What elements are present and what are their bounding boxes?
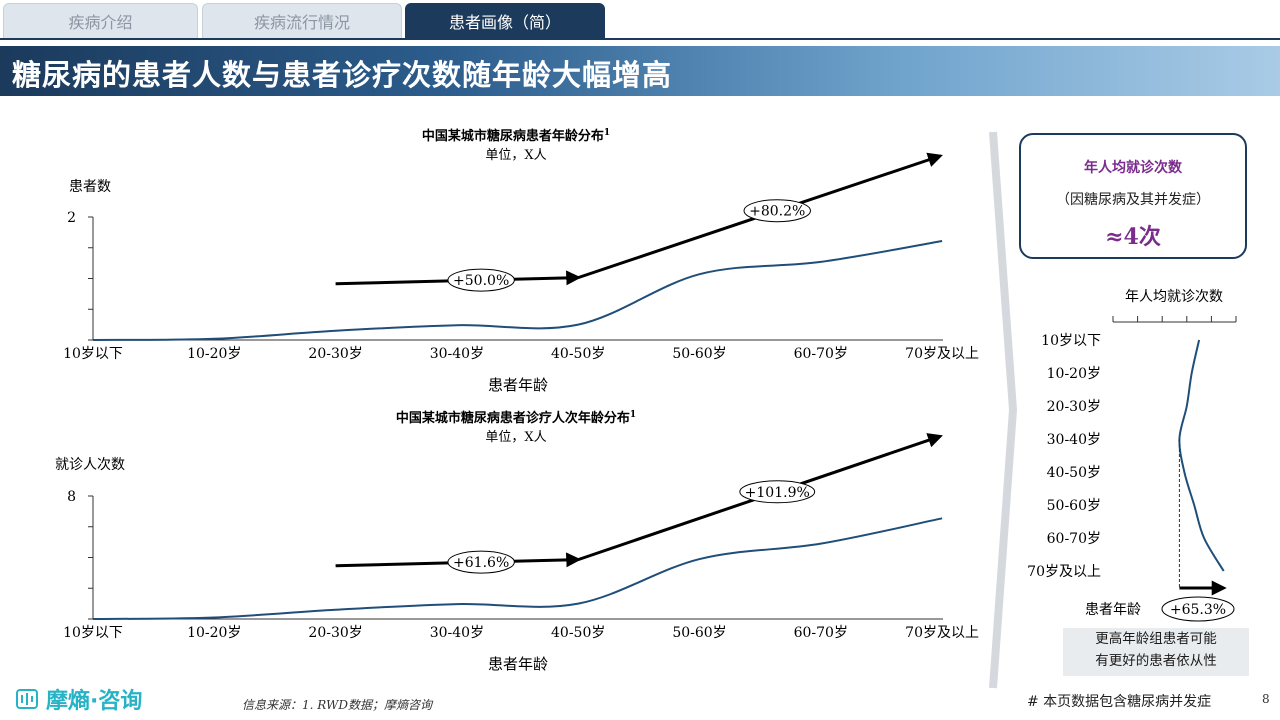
per-capita-visits-card: 年人均就诊次数 （因糖尿病及其并发症） ≈4次 xyxy=(1019,133,1247,259)
chart2-subtitle: 单位，X人 xyxy=(485,430,546,445)
chart2-x-tick-label: 20-30岁 xyxy=(308,625,362,641)
chart2-xlabel: 患者年龄 xyxy=(488,655,548,673)
chart2-x-tick-label: 50-60岁 xyxy=(672,625,726,641)
chart2-x-tick-labels: 10岁以下 10-20岁 20-30岁 30-40岁 40-50岁 50-60岁 60-70… xyxy=(63,625,979,641)
logo-mark-icon xyxy=(16,689,38,709)
chart3-axis-ticks xyxy=(1112,316,1237,322)
chart2-ytick: 8 xyxy=(67,489,76,505)
chart1-x-tick-label: 60-70岁 xyxy=(794,346,848,362)
chart1-ylabel: 患者数 xyxy=(69,179,111,195)
chart3-title: 年人均就诊次数 xyxy=(1125,289,1223,305)
chart2-series-line xyxy=(92,517,943,620)
chart1-ytick: 2 xyxy=(67,210,76,226)
title-banner: 糖尿病的患者人数与患者诊疗次数随年龄大幅增高 xyxy=(0,46,1280,96)
chart3-age-labels: 10岁以下 10-20岁 20-30岁 30-40岁 40-50岁 50-60岁 60-70… xyxy=(1027,333,1101,580)
chart1-x-tick-label: 70岁及以上 xyxy=(905,346,979,362)
chart3-age-label: 20-30岁 xyxy=(1047,399,1101,415)
chart3-xlabel: 患者年龄 xyxy=(1085,602,1141,618)
logo-text: 摩熵·咨询 xyxy=(46,689,143,714)
chart3-age-label: 60-70岁 xyxy=(1047,531,1101,547)
chart1-x-tick-label: 50-60岁 xyxy=(672,346,726,362)
chart1-x-tick-label: 40-50岁 xyxy=(551,346,605,362)
chart2-title: 中国某城市糖尿病患者诊疗人次年龄分布1 xyxy=(396,410,636,426)
tab-disease-prevalence[interactable]: 疾病流行情况 xyxy=(202,3,402,38)
chart2-growth-label: +61.6% xyxy=(453,555,509,571)
chart2-y-ticks xyxy=(88,495,93,620)
chart3-age-label: 40-50岁 xyxy=(1047,465,1101,481)
chart3-growth-badge xyxy=(1161,596,1235,622)
chart2-growth-label: +101.9% xyxy=(745,485,810,501)
company-logo: 摩熵·咨询 xyxy=(14,684,142,714)
card-value: ≈4次 xyxy=(1105,224,1161,250)
compliance-note: 更高年龄组患者可能 有更好的患者依从性 xyxy=(1063,628,1249,676)
chart1-series-line xyxy=(92,239,943,341)
chart1-x-tick-label: 10岁以下 xyxy=(63,346,123,362)
chart2-growth-annotations: +61.6% +101.9% xyxy=(335,433,943,574)
chart3-age-label: 70岁及以上 xyxy=(1027,564,1101,580)
page-title: 糖尿病的患者人数与患者诊疗次数随年龄大幅增高 xyxy=(12,58,673,92)
chart2-growth-badge xyxy=(447,550,515,574)
chart2-x-tick-label: 30-40岁 xyxy=(430,625,484,641)
chart2-ylabel: 就诊人次数 xyxy=(55,457,125,473)
chart1-xlabel: 患者年龄 xyxy=(488,376,548,394)
footnote: # 本页数据包含糖尿病并发症 xyxy=(1027,694,1212,710)
chart3-age-label: 10-20岁 xyxy=(1047,366,1101,382)
chart3-age-label: 50-60岁 xyxy=(1047,498,1101,514)
chart1-x-tick-label: 30-40岁 xyxy=(430,346,484,362)
chart1-growth-label: +80.2% xyxy=(749,204,805,220)
chart1-growth-annotations: +50.0% +80.2% xyxy=(335,152,943,292)
note-line-1: 更高年龄组患者可能 xyxy=(1095,631,1217,647)
chart1-x-tick-label: 20-30岁 xyxy=(308,346,362,362)
chart1-subtitle: 单位，X人 xyxy=(485,148,546,163)
chart2-growth-badge xyxy=(739,480,816,504)
tab-patient-profile[interactable]: 患者画像（简） xyxy=(405,3,605,38)
chart1-x-tick-labels: 10岁以下 10-20岁 20-30岁 30-40岁 40-50岁 50-60岁 60-70… xyxy=(63,346,979,362)
chart2-x-tick-label: 60-70岁 xyxy=(794,625,848,641)
tab-bar: 疾病介绍 疾病流行情况 患者画像（简） xyxy=(0,0,1280,40)
chart2-x-tick-label: 10岁以下 xyxy=(63,625,123,641)
note-line-2: 有更好的患者依从性 xyxy=(1095,653,1217,669)
chart2-x-tick-label: 40-50岁 xyxy=(551,625,605,641)
chart3-age-label: 10岁以下 xyxy=(1041,333,1101,349)
chart1-y-ticks xyxy=(88,216,93,341)
tab-disease-intro[interactable]: 疾病介绍 xyxy=(3,3,198,38)
chart1-growth-badge xyxy=(447,268,515,292)
source-note: 信息来源：1. RWD数据；摩熵咨询 xyxy=(242,698,432,712)
chart1-growth-label: +50.0% xyxy=(453,273,509,289)
page-number: 8 xyxy=(1262,692,1270,706)
chart1-title: 中国某城市糖尿病患者年龄分布1 xyxy=(422,128,610,144)
separator-chevron xyxy=(989,131,1017,689)
chart3-age-label: 30-40岁 xyxy=(1047,432,1101,448)
chart2-x-tick-label: 10-20岁 xyxy=(187,625,241,641)
chart1-x-tick-label: 10-20岁 xyxy=(187,346,241,362)
chart2-x-tick-label: 70岁及以上 xyxy=(905,625,979,641)
card-subtitle: （因糖尿病及其并发症） xyxy=(1056,192,1210,208)
chart3-growth-label: +65.3% xyxy=(1170,602,1226,618)
card-title: 年人均就诊次数 xyxy=(1084,160,1182,176)
chart1-growth-badge xyxy=(743,199,811,223)
chart3-series-line xyxy=(1178,339,1225,572)
